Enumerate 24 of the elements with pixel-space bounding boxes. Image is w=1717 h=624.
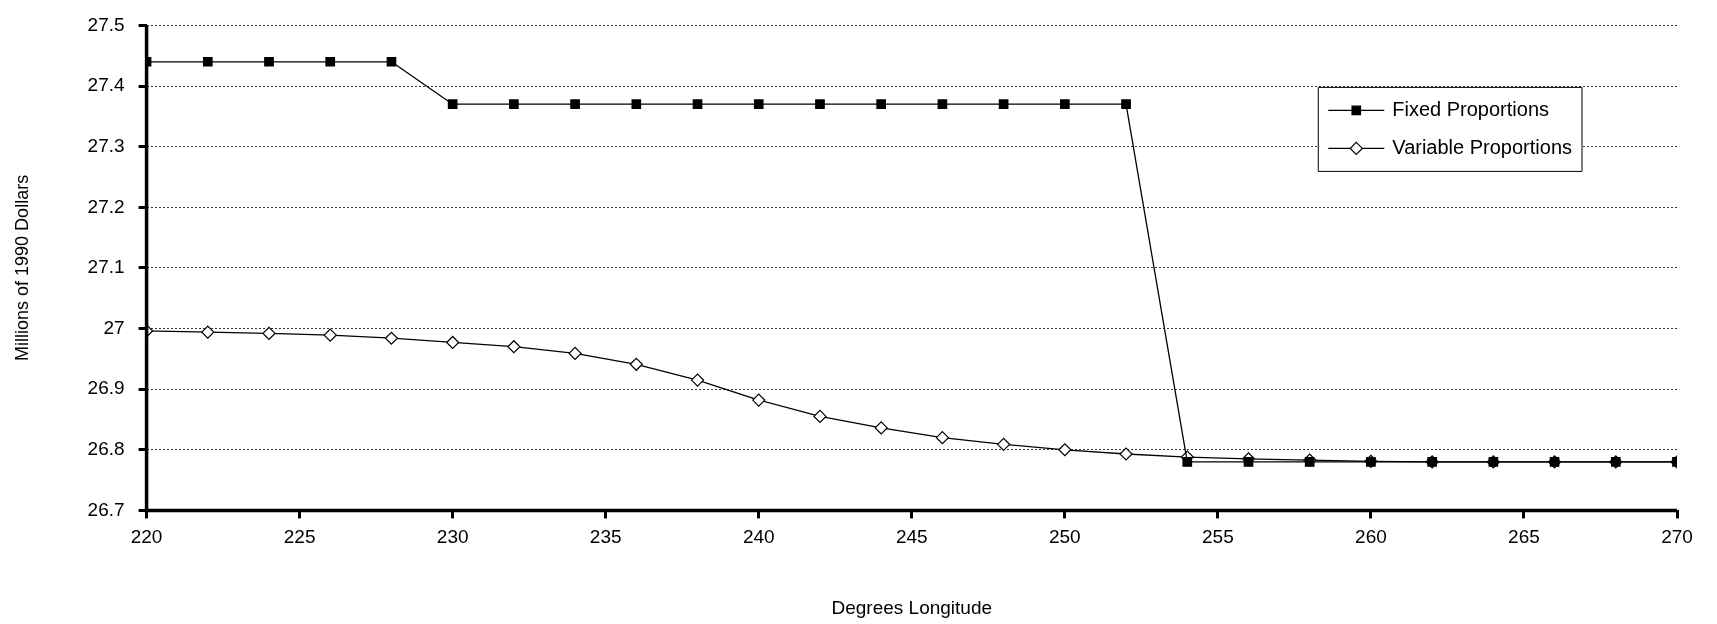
x-tick-label: 235 [589,526,622,548]
x-tick-label: 265 [1508,526,1540,548]
x-tick-label: 255 [1202,526,1234,548]
x-tick-label: 225 [283,526,316,548]
legend-label: Fixed Proportions [1392,97,1550,120]
y-tick-label: 27.1 [87,256,125,278]
y-axis-title: Millions of 1990 Dollars [11,174,32,361]
y-tick-label: 27.2 [87,195,125,217]
y-tick-label: 27.4 [87,74,126,96]
x-tick-label: 250 [1048,526,1081,548]
y-tick-label: 26.8 [87,438,125,460]
x-tick-label: 220 [130,526,163,548]
y-tick-label: 26.9 [87,377,125,399]
x-axis-title: Degrees Longitude [831,596,993,618]
y-tick-label: 27.3 [87,134,125,156]
x-tick-label: 230 [436,526,469,548]
y-tick-label: 27 [103,316,125,338]
x-tick-label: 240 [742,526,775,548]
legend-label: Variable Proportions [1392,135,1573,158]
y-tick-label: 27.5 [87,13,125,35]
x-tick-label: 270 [1661,526,1693,548]
y-tick-label: 26.7 [87,498,125,520]
x-tick-label: 260 [1355,526,1387,548]
x-tick-label: 245 [895,526,928,548]
